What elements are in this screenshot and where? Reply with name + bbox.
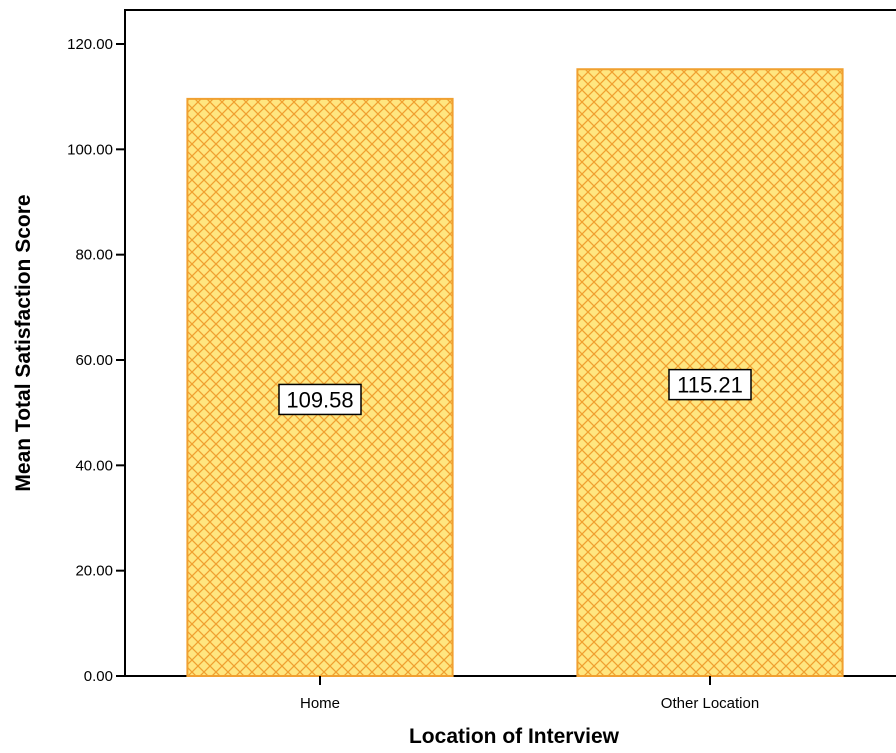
data-label: 115.21 bbox=[677, 373, 743, 398]
y-axis: 0.00 20.00 40.00 60.00 80.00 100.00 120.00 bbox=[67, 36, 125, 685]
y-tick-label: 100.00 bbox=[67, 141, 113, 158]
x-tick-label: Home bbox=[300, 695, 340, 712]
y-tick-label: 20.00 bbox=[75, 563, 113, 580]
y-tick-label: 120.00 bbox=[67, 36, 113, 53]
plot-frame bbox=[124, 9, 896, 677]
data-label-box bbox=[668, 368, 752, 401]
y-tick-label: 60.00 bbox=[75, 352, 113, 369]
y-tick-label: 0.00 bbox=[84, 668, 113, 685]
data-label: 109.58 bbox=[286, 387, 353, 412]
bars: 109.58 115.21 bbox=[186, 68, 844, 678]
data-label-box bbox=[278, 383, 362, 416]
y-axis-title: Mean Total Satisfaction Score bbox=[12, 194, 35, 491]
y-tick-label: 80.00 bbox=[75, 247, 113, 264]
y-tick-label: 40.00 bbox=[75, 457, 113, 474]
x-tick-label: Other Location bbox=[661, 695, 759, 712]
x-axis-title: Location of Interview bbox=[409, 725, 620, 748]
x-axis: Home Other Location bbox=[300, 676, 759, 712]
